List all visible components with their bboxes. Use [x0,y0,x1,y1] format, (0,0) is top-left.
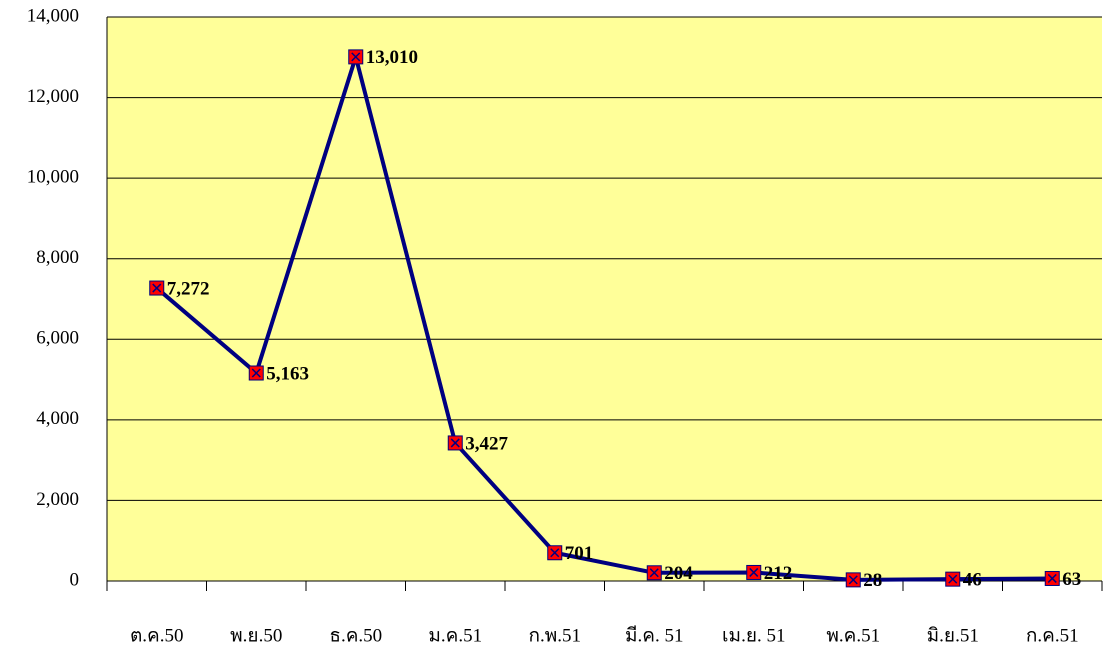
x-tick-label: มิ.ย.51 [927,625,979,646]
y-tick-label: 8,000 [36,247,79,268]
x-tick-label: ม.ค.51 [428,625,482,646]
value-label: 5,163 [266,363,309,384]
x-tick-label: ก.ค.51 [1026,625,1079,646]
marker [548,546,562,560]
value-label: 701 [565,543,594,564]
value-label: 7,272 [167,278,210,299]
value-label: 204 [664,563,693,584]
x-tick-label: มี.ค. 51 [625,624,683,646]
x-tick-label: พ.ค.51 [826,625,880,646]
y-tick-label: 2,000 [36,489,79,510]
x-tick-label: ต.ค.50 [130,625,184,646]
value-label: 13,010 [366,47,418,68]
marker [647,566,661,580]
y-tick-label: 12,000 [27,86,79,107]
value-label: 63 [1062,569,1081,590]
x-tick-label: ธ.ค.50 [329,625,382,646]
y-tick-label: 6,000 [36,328,79,349]
x-tick-label: ก.พ.51 [528,625,581,646]
x-tick-label: เม.ย. 51 [722,625,785,646]
marker [846,573,860,587]
marker [747,565,761,579]
x-tick-label: พ.ย.50 [230,625,282,646]
marker [249,366,263,380]
y-tick-label: 4,000 [36,408,79,429]
chart: 0 2,000 4,000 6,000 8,000 10,000 12,000 14,000 ต… [0,0,1107,666]
marker [946,572,960,586]
y-tick-label: 14,000 [27,5,79,26]
y-tick-label: 0 [70,569,80,590]
marker [150,281,164,295]
marker [1045,571,1059,585]
plot-area [107,17,1102,581]
value-label: 3,427 [465,433,508,454]
marker [349,50,363,64]
y-tick-label: 10,000 [27,167,79,188]
value-label: 28 [863,570,882,591]
marker [448,436,462,450]
value-label: 212 [764,563,793,584]
value-label: 46 [963,570,982,591]
